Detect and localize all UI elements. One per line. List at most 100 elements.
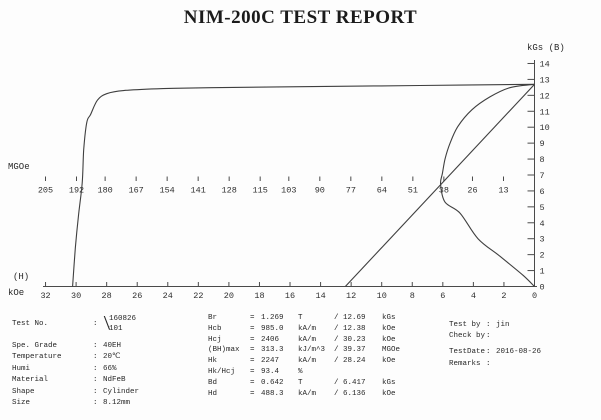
info-colon: : (93, 376, 98, 385)
b-axis-tick-label: 10 (540, 123, 550, 133)
result-row: Hcj = 2406 kA/m / 30.23 kOe (208, 335, 438, 346)
h-axis-tick-label: 24 (163, 291, 173, 301)
sample-info-row: Temperature:20℃ (12, 352, 202, 363)
result-value: 0.642 (261, 378, 284, 387)
bh-axis-tick-label: 115 (253, 186, 268, 196)
sample-info-row: Size:8.12mm (12, 398, 202, 409)
h-axis-tick-label: 20 (224, 291, 234, 301)
result-slash (334, 367, 343, 378)
info-label: Temperature (12, 353, 62, 362)
meta-row: TestDate:2016-08-26 (449, 347, 599, 358)
b-axis-tick-label: 8 (540, 155, 545, 165)
info-value: 40EH (103, 342, 122, 350)
result-name: (BH)max (208, 346, 240, 355)
result-value: 985.0 (261, 324, 284, 333)
meta-colon: : (486, 348, 491, 357)
b-axis-tick-label: 2 (540, 251, 545, 261)
result-alt-unit: kOe (382, 389, 396, 398)
b-axis-tick-label: 14 (540, 59, 550, 69)
bh-axis-tick-label: 141 (191, 186, 206, 196)
meta-value: jin (496, 321, 510, 329)
result-equals: = (250, 389, 255, 398)
bh-axis-tick-label: 167 (128, 186, 143, 196)
result-name: Br (208, 314, 218, 322)
sample-info-row: Spe. Grade:40EH (12, 341, 202, 352)
info-colon: : (93, 342, 98, 350)
bh-axis-tick-label: 64 (377, 186, 387, 196)
result-unit: kA/m (298, 389, 317, 398)
result-alt-unit: kGs (382, 378, 396, 387)
h-axis-symbol-label: (H) (13, 272, 30, 282)
result-row: Bd = 0.642 T / 6.417 kGs (208, 378, 438, 389)
b-axis-unit-label: kGs (B) (527, 43, 565, 53)
b-axis-tick-label: 9 (540, 139, 545, 149)
meta-colon: : (486, 321, 491, 329)
result-equals: = (250, 324, 255, 333)
test-no-value: 160826 101 (109, 315, 136, 334)
result-alt-value (343, 367, 382, 378)
bh-axis-tick-label: 38 (439, 186, 449, 196)
info-value: 8.12mm (103, 399, 131, 408)
result-slash: / (334, 324, 339, 333)
result-alt-value: 6.136 (343, 389, 366, 398)
sample-info-table: Test No.: \ 160826 101 Spe. Grade:40EH Temper… (12, 315, 202, 409)
result-value: 1.269 (261, 314, 284, 322)
info-label: Material (12, 376, 49, 385)
result-alt-unit: MGOe (382, 346, 401, 355)
b-axis-tick-label: 1 (540, 267, 545, 277)
meta-row: Remarks: (449, 359, 599, 370)
meta-label: Remarks (449, 359, 481, 368)
demag-chart-canvas: 32 30 28 26 24 22 20 18 16 14 12 10 8 6 4 2 001234567891… (38, 59, 550, 301)
info-value: 66% (103, 364, 117, 373)
info-colon: : (93, 364, 98, 373)
result-equals: = (250, 346, 255, 355)
b-axis-tick-label: 12 (540, 91, 550, 101)
result-unit: T (298, 314, 303, 322)
result-slash: / (334, 335, 339, 344)
result-unit: kJ/m^3 (298, 346, 326, 355)
h-axis-tick-label: 14 (315, 291, 325, 301)
test-no-row: Test No.: \ 160826 101 (12, 315, 202, 334)
result-name: Hcj (208, 335, 222, 344)
info-label: Shape (12, 387, 35, 396)
meta-value: 2016-08-26 (496, 348, 542, 357)
result-row: Hk = 2247 kA/m / 28.24 kOe (208, 356, 438, 367)
test-no-slash: \ (103, 313, 111, 335)
b-h-curve (344, 83, 535, 287)
result-unit: kA/m (298, 335, 317, 344)
sample-info-row: Shape: Cylinder (12, 387, 202, 398)
b-axis-tick-label: 4 (540, 219, 545, 229)
bh-product-curve (439, 83, 535, 287)
bh-axis-tick-label: 180 (97, 186, 112, 196)
result-alt-value: 12.38 (343, 324, 366, 333)
bh-axis-tick-label: 154 (159, 186, 174, 196)
test-meta-table: Test by: jin Check by: TestDate:2016-08-26 R… (449, 320, 599, 370)
b-axis-tick-label: 3 (540, 235, 545, 245)
h-axis-tick-label: 0 (532, 291, 537, 301)
meta-label: Check by (449, 332, 486, 341)
info-value: NdFeB (103, 376, 126, 385)
sample-info-row: Humi:66% (12, 364, 202, 375)
b-axis-tick-label: 7 (540, 171, 545, 181)
result-alt-value: 28.24 (343, 357, 366, 366)
result-alt-value: 6.417 (343, 378, 366, 387)
result-unit: kA/m (298, 357, 317, 366)
info-colon: : (93, 399, 98, 408)
b-axis-tick-label: 6 (540, 187, 545, 197)
result-alt-unit: kOe (382, 357, 396, 366)
bh-axis-tick-label: 77 (346, 186, 356, 196)
result-name: Hd (208, 389, 218, 398)
result-equals: = (250, 378, 255, 387)
result-unit: kA/m (298, 324, 317, 333)
h-axis-tick-label: 30 (71, 291, 81, 301)
result-slash: / (334, 346, 339, 355)
h-axis-unit-label: kOe (8, 288, 25, 298)
results-table: Br = 1.269 T / 12.69 kGs Hcb = 985.0 kA/m / 12.38 kOe… (208, 313, 438, 399)
result-alt-unit: kGs (382, 314, 396, 322)
bh-axis-tick-label: 51 (408, 186, 418, 196)
result-alt-unit: kOe (382, 324, 396, 333)
bh-axis-tick-label: 192 (69, 186, 84, 196)
meta-group: Test by: jin Check by: (449, 320, 599, 342)
bh-axis-tick-label: 128 (222, 186, 237, 196)
